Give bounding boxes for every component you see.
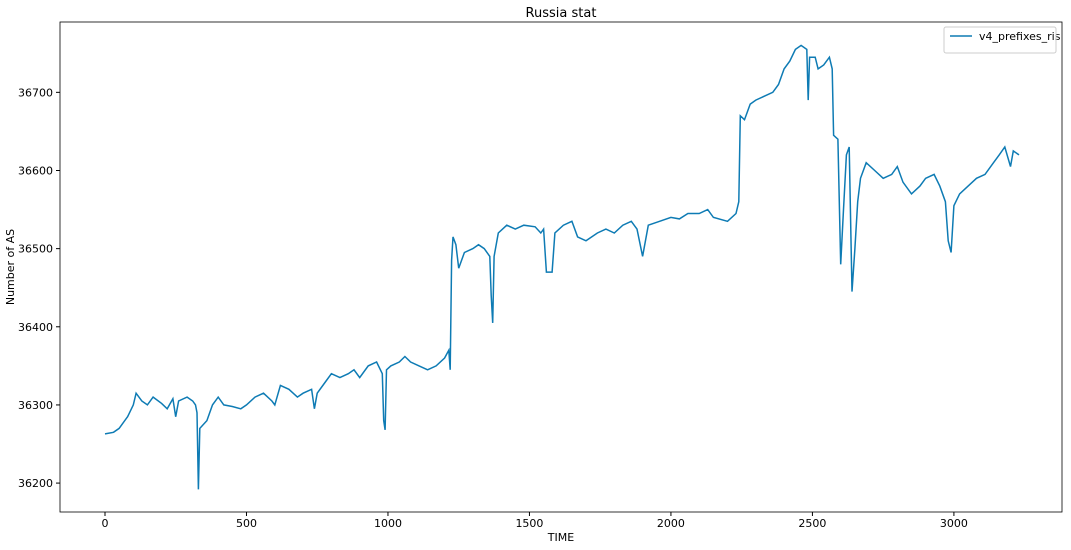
x-tick-label: 2000: [657, 517, 685, 530]
y-tick-label: 36600: [18, 164, 53, 177]
x-tick-label: 1000: [374, 517, 402, 530]
y-tick-label: 36700: [18, 86, 53, 99]
x-tick-label: 3000: [940, 517, 968, 530]
legend-box: [943, 26, 1057, 54]
x-tick-label: 2500: [798, 517, 826, 530]
x-tick-label: 0: [101, 517, 108, 530]
y-tick-label: 36300: [18, 399, 53, 412]
y-tick-label: 36500: [18, 243, 53, 256]
x-axis-label: TIME: [547, 531, 574, 544]
plot-frame: [59, 21, 1063, 513]
legend-label: v4_prefixes_ris: [979, 30, 1061, 43]
y-tick-label: 36400: [18, 321, 53, 334]
y-tick-label: 36200: [18, 477, 53, 490]
x-tick-label: 500: [236, 517, 257, 530]
y-axis-label: Number of AS: [4, 229, 17, 305]
chart-title: Russia stat: [526, 6, 597, 21]
data-line: [104, 44, 1020, 490]
x-tick-label: 1500: [515, 517, 543, 530]
